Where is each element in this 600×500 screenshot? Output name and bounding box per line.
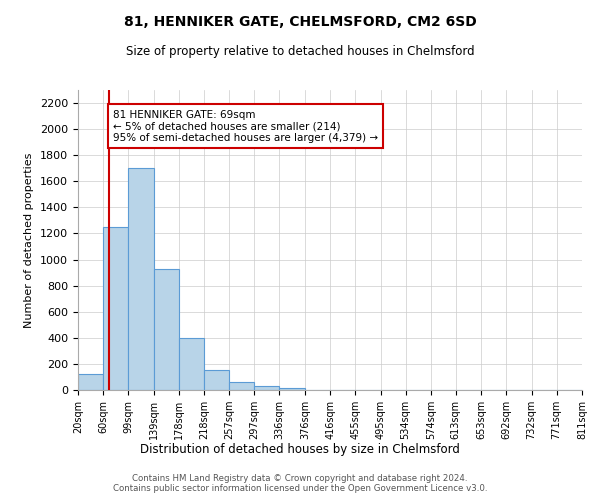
- Bar: [204, 370, 229, 390]
- Y-axis label: Number of detached properties: Number of detached properties: [25, 152, 34, 328]
- Text: Contains public sector information licensed under the Open Government Licence v3: Contains public sector information licen…: [113, 484, 487, 493]
- Bar: [128, 168, 154, 390]
- Text: Distribution of detached houses by size in Chelmsford: Distribution of detached houses by size …: [140, 442, 460, 456]
- Text: 81, HENNIKER GATE, CHELMSFORD, CM2 6SD: 81, HENNIKER GATE, CHELMSFORD, CM2 6SD: [124, 15, 476, 29]
- Text: 81 HENNIKER GATE: 69sqm
← 5% of detached houses are smaller (214)
95% of semi-de: 81 HENNIKER GATE: 69sqm ← 5% of detached…: [113, 110, 378, 143]
- Bar: [154, 268, 179, 390]
- Bar: [254, 386, 280, 390]
- Text: Contains HM Land Registry data © Crown copyright and database right 2024.: Contains HM Land Registry data © Crown c…: [132, 474, 468, 483]
- Bar: [229, 382, 254, 390]
- Bar: [78, 374, 103, 390]
- Text: Size of property relative to detached houses in Chelmsford: Size of property relative to detached ho…: [125, 45, 475, 58]
- Bar: [103, 227, 128, 390]
- Bar: [179, 338, 204, 390]
- Bar: [280, 388, 305, 390]
